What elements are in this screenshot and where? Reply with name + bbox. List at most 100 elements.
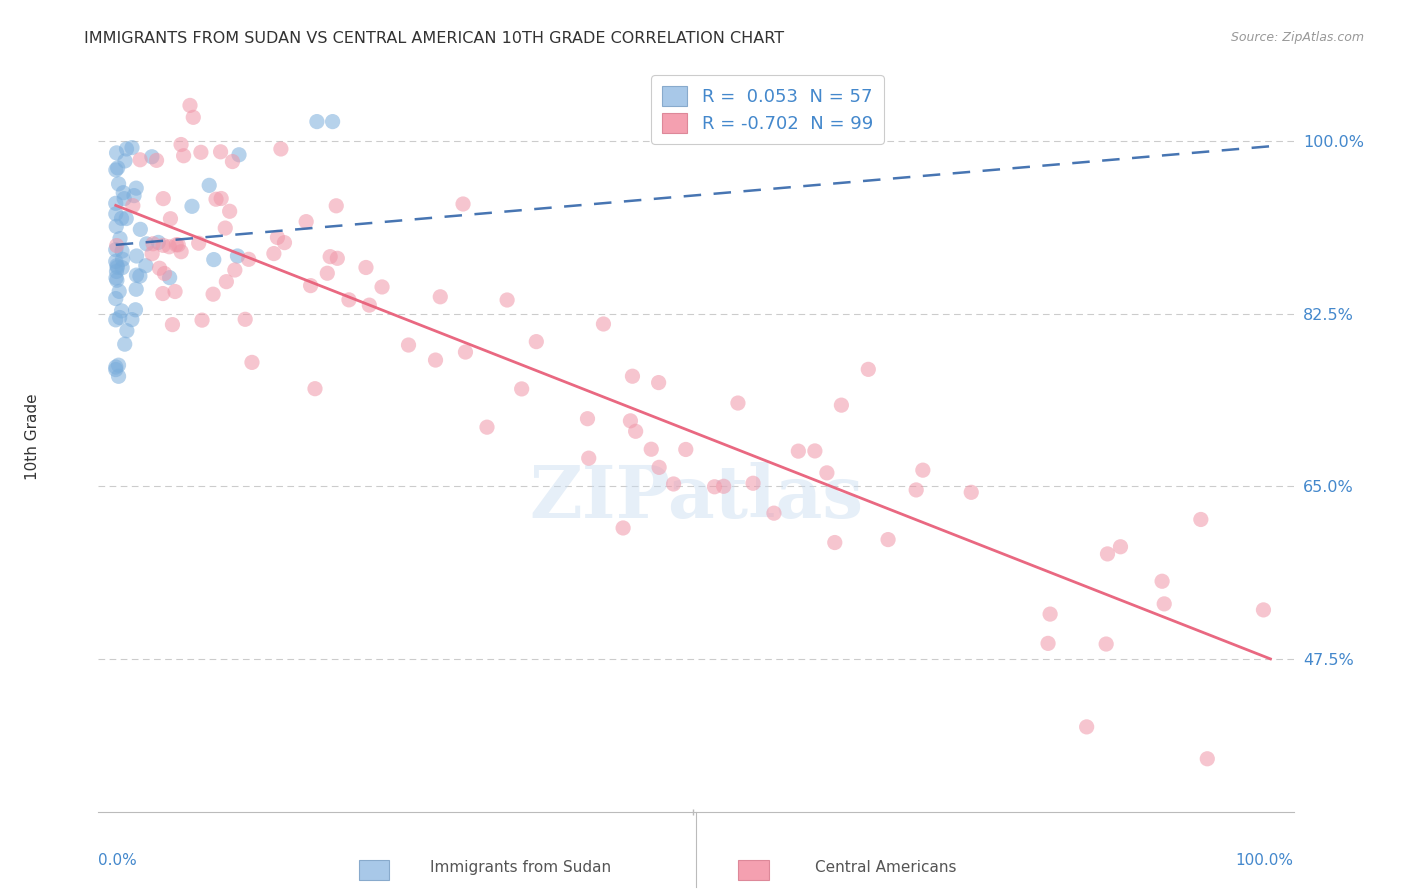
Point	[1197, 752, 1219, 766]
Point	[496, 293, 519, 307]
Point	[214, 221, 236, 235]
Point	[129, 222, 152, 236]
Point	[141, 150, 163, 164]
Point	[1253, 603, 1275, 617]
Point	[104, 359, 127, 374]
Point	[107, 161, 129, 175]
Point	[592, 317, 614, 331]
Point	[129, 153, 152, 167]
Point	[742, 476, 765, 491]
Point	[228, 148, 250, 162]
Point	[524, 334, 547, 349]
Point	[121, 312, 143, 326]
Point	[858, 362, 880, 376]
Point	[354, 260, 377, 275]
Point	[104, 292, 127, 306]
Point	[911, 463, 934, 477]
Point	[905, 483, 928, 497]
Point	[475, 420, 498, 434]
Point	[359, 298, 381, 312]
Point	[122, 188, 145, 202]
Point	[266, 230, 288, 244]
Point	[224, 263, 246, 277]
Point	[576, 411, 599, 425]
Point	[110, 211, 132, 226]
Text: 100.0%: 100.0%	[1236, 853, 1294, 868]
Point	[451, 197, 474, 211]
Point	[319, 250, 342, 264]
Point	[305, 114, 328, 128]
Point	[112, 186, 135, 200]
Point	[240, 355, 263, 369]
Point	[114, 337, 136, 351]
Point	[105, 260, 128, 275]
Point	[141, 246, 163, 260]
Point	[170, 244, 193, 259]
Point	[104, 362, 127, 376]
Text: 0.0%: 0.0%	[98, 853, 138, 868]
Point	[238, 252, 260, 267]
Point	[209, 192, 232, 206]
Point	[1095, 637, 1118, 651]
Point	[299, 278, 322, 293]
Point	[398, 338, 420, 352]
Point	[125, 282, 148, 296]
Point	[170, 137, 193, 152]
Text: ZIPatlas: ZIPatlas	[529, 461, 863, 533]
Point	[125, 181, 148, 195]
Point	[165, 285, 187, 299]
Point	[787, 444, 810, 458]
Point	[205, 192, 228, 206]
Point	[233, 312, 256, 326]
Text: Immigrants from Sudan: Immigrants from Sudan	[430, 860, 610, 874]
Point	[167, 237, 190, 252]
Point	[815, 466, 838, 480]
Point	[107, 177, 129, 191]
Point	[1189, 512, 1212, 526]
Point	[108, 310, 131, 325]
Point	[215, 275, 238, 289]
Point	[152, 286, 174, 301]
Point	[181, 111, 204, 125]
Point	[273, 235, 295, 250]
Point	[221, 154, 243, 169]
Point	[173, 149, 195, 163]
Point	[152, 192, 174, 206]
Point	[124, 302, 146, 317]
Point	[105, 264, 128, 278]
Point	[157, 240, 180, 254]
Point	[295, 214, 318, 228]
Point	[104, 254, 127, 268]
Point	[121, 140, 143, 154]
Point	[621, 369, 644, 384]
Point	[218, 204, 240, 219]
Point	[111, 244, 134, 258]
Point	[830, 398, 852, 412]
Point	[510, 382, 533, 396]
Text: Central Americans: Central Americans	[815, 860, 956, 874]
Point	[762, 506, 785, 520]
Point	[159, 211, 181, 226]
Point	[198, 178, 221, 193]
Point	[105, 259, 128, 273]
Point	[187, 236, 209, 251]
Point	[304, 382, 326, 396]
Point	[105, 238, 128, 252]
Point	[148, 261, 170, 276]
Point	[152, 238, 174, 252]
Text: 10th Grade: 10th Grade	[25, 393, 41, 481]
Point	[165, 237, 187, 252]
Point	[713, 479, 735, 493]
Point	[104, 196, 127, 211]
Point	[1097, 547, 1119, 561]
Point	[371, 280, 394, 294]
Point	[662, 477, 685, 491]
Point	[960, 485, 983, 500]
Point	[824, 535, 846, 549]
Point	[112, 192, 135, 206]
Legend: R =  0.053  N = 57, R = -0.702  N = 99: R = 0.053 N = 57, R = -0.702 N = 99	[651, 75, 884, 144]
Point	[326, 252, 349, 266]
Point	[145, 153, 167, 168]
Point	[190, 145, 212, 160]
Point	[104, 163, 127, 178]
